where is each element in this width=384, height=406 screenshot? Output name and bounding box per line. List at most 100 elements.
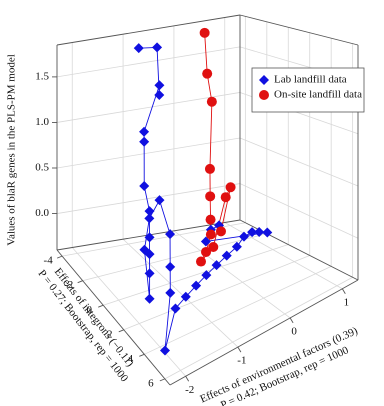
diamond-marker	[165, 287, 176, 298]
grid-line	[224, 222, 343, 290]
grid-line	[122, 238, 239, 348]
z-axis-label: Values of blaR genes in the PLS-PM model	[6, 54, 18, 246]
legend-label: On-site landfill data	[274, 89, 362, 101]
y-tick	[56, 255, 63, 259]
diamond-marker	[200, 236, 211, 247]
grid-line	[123, 255, 310, 331]
circle-marker	[196, 256, 206, 267]
grid-line	[56, 183, 241, 214]
diamond-marker	[170, 303, 181, 314]
circle-marker	[259, 90, 269, 100]
y-tick-label: 6	[148, 377, 154, 389]
z-tick-label: 1.0	[35, 116, 49, 128]
grid-line	[173, 230, 291, 319]
diamond-marker	[154, 80, 165, 91]
diamond-marker	[259, 75, 269, 85]
grid-line	[103, 244, 289, 306]
grid-line	[144, 266, 332, 355]
diamond-marker	[165, 229, 176, 240]
y-tick	[98, 304, 104, 308]
z-tick-label: 0.5	[35, 162, 49, 174]
grid-line	[71, 247, 186, 377]
y-tick	[159, 378, 166, 382]
circle-marker	[205, 214, 216, 225]
circle-marker	[208, 241, 219, 252]
diamond-marker	[231, 241, 242, 252]
diamond-marker	[211, 260, 222, 271]
z-tick-label: 1.5	[35, 70, 49, 82]
text-layer: -2 -1 0 1 -4 -2 0 2 4 6 0.0 0.5 1.0 1.5	[35, 70, 349, 395]
diamond-marker	[139, 244, 150, 255]
diamond-marker	[254, 226, 265, 237]
y-tick	[139, 353, 145, 357]
circle-marker	[201, 246, 212, 257]
y-tick-label: 2	[107, 328, 113, 340]
diamond-marker	[144, 213, 155, 224]
diamond-marker	[139, 136, 150, 147]
y-axis-label: Effects of integrons (−0.11) P = 0.27; B…	[35, 266, 137, 385]
diamond-marker	[238, 231, 249, 242]
grid-line	[62, 222, 246, 257]
grid-line	[56, 137, 241, 169]
diamond-marker	[144, 268, 155, 279]
diamond-marker	[201, 270, 212, 281]
circle-marker	[225, 182, 236, 193]
x-tick	[341, 288, 346, 294]
diamond-marker	[159, 345, 170, 356]
y-tick-label: -4	[44, 255, 54, 267]
x-tick-label: -2	[185, 384, 194, 396]
diamond-marker	[152, 42, 163, 53]
legend-box	[251, 67, 365, 113]
diamond-marker	[262, 227, 273, 238]
legend-label: Lab landfill data	[274, 74, 347, 86]
circle-marker	[215, 226, 226, 237]
diamond-marker	[144, 293, 155, 304]
x-axis-label: Effects of environmental factors (0.39) …	[198, 325, 360, 406]
circle-marker	[202, 68, 213, 79]
diamond-marker	[247, 227, 258, 238]
z-tick-label: 0.0	[35, 207, 49, 219]
y-axis-label-line: Effects of integrons (−0.11)	[52, 266, 137, 370]
x-axis-label-line: Effects of environmental factors (0.39)	[198, 325, 360, 406]
grid-line	[239, 137, 359, 187]
circle-marker	[206, 96, 217, 107]
y-tick-label: 4	[128, 353, 134, 365]
grid-line	[56, 46, 241, 78]
grid-line	[239, 183, 359, 239]
circle-marker	[199, 27, 210, 38]
diamond-marker	[154, 89, 165, 100]
diamond-marker	[221, 250, 232, 261]
circle-marker	[205, 229, 216, 240]
diamond-marker	[139, 126, 150, 137]
data-layer	[133, 27, 273, 356]
box-edge	[169, 279, 359, 386]
x-axis-label-line: P = 0.42; Bootstrap, rep = 1000	[219, 344, 351, 406]
box-edge	[239, 14, 359, 46]
y-tick	[77, 280, 83, 284]
circle-marker	[204, 163, 215, 174]
diamond-marker	[144, 206, 155, 217]
x-tick-label: -1	[237, 355, 246, 367]
diamond-marker	[139, 180, 150, 191]
diamond-marker	[154, 195, 165, 206]
diamond-marker	[133, 43, 144, 54]
x-tick	[185, 376, 190, 382]
y-tick-label: -2	[64, 279, 73, 291]
circle-marker	[220, 192, 231, 203]
y-tick	[118, 329, 124, 333]
circle-marker	[205, 191, 216, 202]
y-tick-label: 0	[86, 304, 92, 316]
grid-line	[82, 233, 267, 282]
x-tick	[237, 346, 242, 353]
x-tick-label: 0	[291, 325, 297, 337]
x-tick-label: 1	[344, 296, 350, 308]
diamond-marker	[191, 280, 202, 291]
grid-layer	[56, 16, 359, 380]
box-edge	[56, 14, 241, 46]
y-axis-label-line: P = 0.27; Bootstrap, rep = 1000	[35, 268, 130, 385]
diamond-marker	[180, 291, 191, 302]
diamond-marker	[144, 232, 155, 243]
box-layer	[52, 14, 359, 386]
grid-line	[164, 276, 353, 380]
